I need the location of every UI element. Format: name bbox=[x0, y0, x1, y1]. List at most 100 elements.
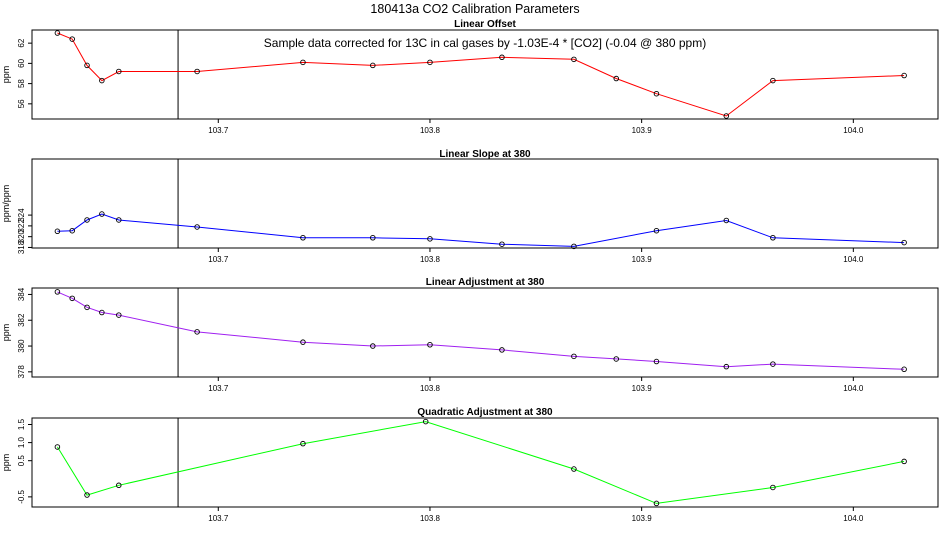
data-point bbox=[571, 466, 577, 472]
data-point bbox=[499, 241, 505, 247]
data-point bbox=[653, 227, 660, 234]
data-point bbox=[69, 295, 75, 302]
data-point bbox=[54, 289, 61, 295]
y-tick-label: 324 bbox=[17, 208, 26, 222]
data-point bbox=[723, 217, 730, 224]
correction-note: Sample data corrected for 13C in cal gas… bbox=[264, 36, 706, 50]
y-axis-label: ppm/ppm bbox=[1, 185, 11, 223]
y-tick-label: 318 bbox=[17, 240, 26, 254]
chart-panel-1: Linear Offset ppm 56 58 60 62 103.7 103.8 103.9 1… bbox=[1, 19, 939, 135]
y-axis-label: ppm bbox=[1, 324, 11, 342]
data-point bbox=[499, 347, 505, 353]
y-tick-label: 60 bbox=[17, 58, 26, 67]
data-point bbox=[653, 90, 660, 97]
data-point bbox=[901, 239, 907, 246]
x-tick-label: 103.8 bbox=[420, 384, 441, 393]
panel-title: Linear Adjustment at 380 bbox=[426, 277, 545, 288]
series-line bbox=[56, 421, 905, 504]
data-point bbox=[653, 500, 660, 507]
data-point bbox=[116, 482, 122, 489]
chart-panel-4: Quadratic Adjustment at 380 ppm -0.5 0.5 1.0… bbox=[1, 407, 939, 523]
y-tick-label: 1.5 bbox=[17, 418, 26, 430]
x-tick-label: 103.9 bbox=[632, 126, 653, 135]
panel-title: Quadratic Adjustment at 380 bbox=[417, 407, 553, 418]
y-tick-label: 0.5 bbox=[17, 455, 26, 467]
data-point bbox=[84, 304, 90, 311]
data-point bbox=[194, 224, 200, 230]
y-tick-label: 384 bbox=[17, 287, 26, 301]
data-point bbox=[99, 211, 105, 217]
plot-frame bbox=[31, 417, 939, 508]
panel-title: Linear Slope at 380 bbox=[439, 149, 531, 160]
y-tick-label: 382 bbox=[17, 313, 26, 327]
x-tick-label: 104.0 bbox=[843, 514, 864, 523]
data-point bbox=[300, 59, 306, 66]
data-point bbox=[69, 227, 75, 234]
data-point bbox=[613, 356, 619, 362]
data-point bbox=[194, 68, 200, 75]
data-point bbox=[84, 217, 90, 223]
data-point bbox=[99, 309, 105, 316]
x-tick-label: 103.7 bbox=[208, 255, 229, 264]
series-line bbox=[57, 213, 905, 247]
y-tick-label: 58 bbox=[17, 79, 26, 88]
data-point bbox=[370, 343, 376, 349]
plot-frame bbox=[31, 287, 939, 378]
data-point bbox=[116, 217, 122, 223]
y-tick-label: -0.5 bbox=[17, 489, 26, 503]
y-tick-label: 378 bbox=[17, 365, 26, 379]
y-tick-label: 62 bbox=[17, 38, 26, 47]
figure-title: 180413a CO2 Calibration Parameters bbox=[370, 2, 579, 16]
data-point bbox=[300, 440, 306, 447]
plot-frame bbox=[31, 29, 939, 120]
data-point bbox=[370, 62, 376, 69]
y-tick-label: 1.0 bbox=[17, 436, 26, 448]
data-point bbox=[370, 235, 376, 241]
data-point bbox=[84, 492, 90, 498]
y-tick-label: 56 bbox=[17, 99, 26, 108]
data-point bbox=[69, 36, 75, 42]
chart-panels: Linear Offset ppm 56 58 60 62 103.7 103.8 103.9 1… bbox=[1, 19, 939, 523]
x-tick-label: 104.0 bbox=[843, 384, 864, 393]
data-point bbox=[427, 236, 433, 242]
x-tick-label: 103.7 bbox=[208, 514, 229, 523]
data-point bbox=[84, 62, 90, 69]
data-point bbox=[194, 329, 200, 335]
y-tick-label: 380 bbox=[17, 339, 26, 353]
data-point bbox=[613, 75, 619, 82]
data-point bbox=[723, 363, 730, 370]
data-point bbox=[723, 113, 730, 119]
panel-title: Linear Offset bbox=[454, 19, 516, 30]
x-tick-label: 103.7 bbox=[208, 384, 229, 393]
y-axis-label: ppm bbox=[1, 66, 11, 84]
data-point bbox=[116, 312, 122, 318]
y-tick-label: 322 bbox=[17, 219, 26, 233]
data-point bbox=[422, 418, 429, 425]
data-point bbox=[901, 458, 907, 465]
data-point bbox=[770, 361, 776, 367]
x-tick-label: 104.0 bbox=[843, 126, 864, 135]
series-line bbox=[57, 32, 905, 117]
data-point bbox=[499, 54, 505, 61]
y-tick-label: 320 bbox=[17, 229, 26, 243]
data-point bbox=[54, 444, 61, 450]
x-tick-label: 103.8 bbox=[420, 126, 441, 135]
data-point bbox=[54, 30, 61, 36]
data-point bbox=[116, 68, 122, 75]
series-line bbox=[57, 291, 905, 370]
x-tick-label: 104.0 bbox=[843, 255, 864, 264]
x-tick-label: 103.9 bbox=[632, 514, 653, 523]
x-tick-label: 103.7 bbox=[208, 126, 229, 135]
x-tick-label: 103.9 bbox=[632, 255, 653, 264]
data-point bbox=[300, 235, 306, 241]
plot-frame bbox=[31, 158, 939, 249]
y-axis-label: ppm bbox=[1, 454, 11, 472]
x-tick-label: 103.9 bbox=[632, 384, 653, 393]
data-point bbox=[54, 228, 61, 235]
data-point bbox=[571, 353, 577, 360]
data-point bbox=[571, 243, 577, 250]
data-point bbox=[300, 339, 306, 345]
chart-panel-3: Linear Adjustment at 380 ppm 378 380 382 384 1… bbox=[1, 277, 939, 393]
